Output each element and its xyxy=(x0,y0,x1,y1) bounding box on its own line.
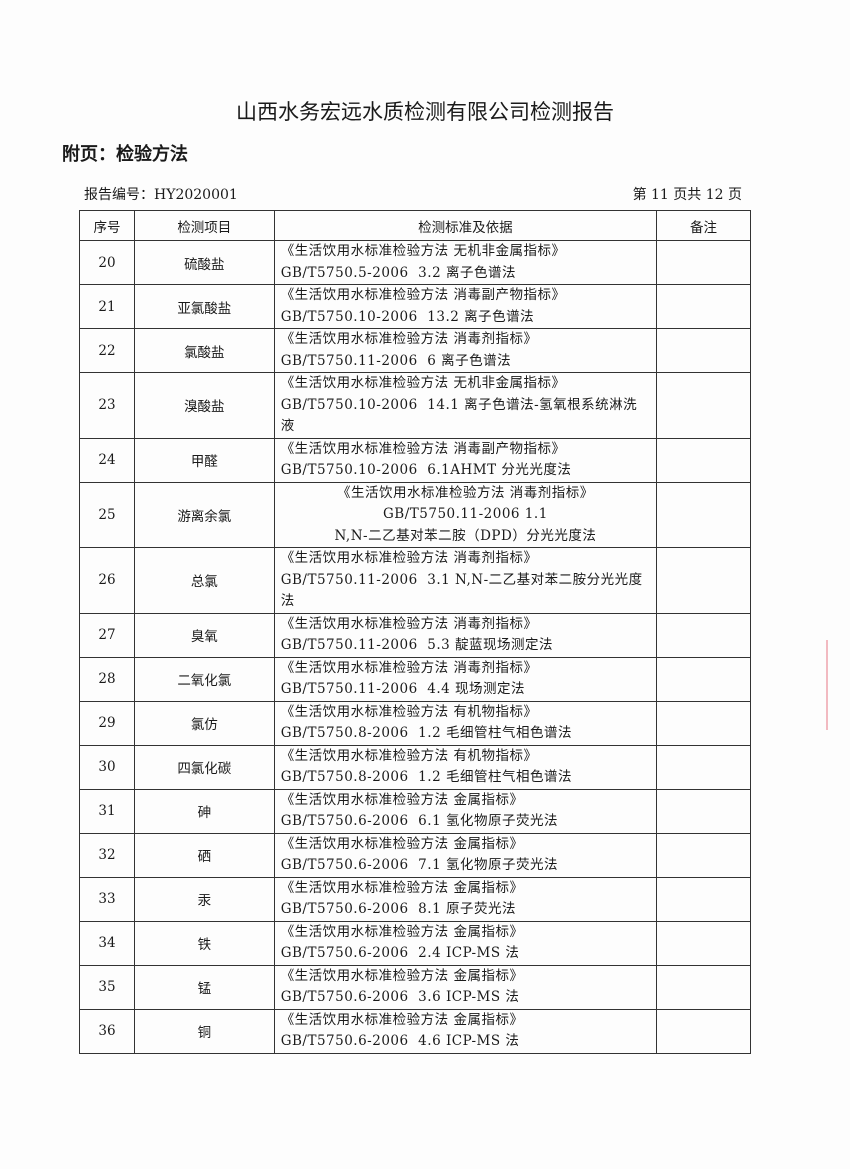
table-row: 34 铁《生活饮用水标准检验方法 金属指标》 GB/T5750.6-2006 2.… xyxy=(79,920,751,966)
table-row: 30 四氯化碳 《生活饮用水标准检验方法 有机物指标》 GB/T5750.8-200… xyxy=(79,744,751,790)
row-method: 《生活饮用水标准检验方法 消毒副产物指标》 GB/T5750.10-2006 6… xyxy=(273,437,658,483)
row-number: 25 xyxy=(79,481,135,548)
row-method: 《生活饮用水标准检验方法 有机物指标》 GB/T5750.8-2006 1.2 … xyxy=(273,744,658,790)
row-item: 硒 xyxy=(133,832,275,878)
row-item: 氯酸盐 xyxy=(133,328,275,373)
row-method: 《生活饮用水标准检验方法 金属指标》 GB/T5750.6-2006 7.1 氢… xyxy=(273,832,658,878)
row-item: 臭氧 xyxy=(133,612,275,658)
row-number: 34 xyxy=(79,920,135,966)
header-no: 序号 xyxy=(79,210,135,241)
row-note xyxy=(656,328,751,373)
row-method: 《生活饮用水标准检验方法 消毒剂指标》 GB/T5750.11-2006 1.1… xyxy=(273,481,658,548)
row-method: 《生活饮用水标准检验方法 金属指标》 GB/T5750.6-2006 4.6 I… xyxy=(273,1008,658,1054)
row-item: 游离余氯 xyxy=(133,481,275,548)
header-item: 检测项目 xyxy=(133,210,275,241)
row-method: 《生活饮用水标准检验方法 无机非金属指标》 GB/T5750.5-2006 3.… xyxy=(273,240,658,285)
row-method: 《生活饮用水标准检验方法 消毒剂指标》 GB/T5750.11-2006 4.4… xyxy=(273,656,658,702)
row-method: 《生活饮用水标准检验方法 金属指标》 GB/T5750.6-2006 3.6 I… xyxy=(273,964,658,1010)
row-number: 32 xyxy=(79,832,135,878)
row-note xyxy=(656,372,751,439)
table-row: 36 铜《生活饮用水标准检验方法 金属指标》 GB/T5750.6-2006 4.… xyxy=(79,1008,751,1054)
row-method: 《生活饮用水标准检验方法 消毒副产物指标》 GB/T5750.10-2006 1… xyxy=(273,284,658,329)
table-row: 35 锰《生活饮用水标准检验方法 金属指标》 GB/T5750.6-2006 3.… xyxy=(79,964,751,1010)
table-row: 22 氯酸盐 《生活饮用水标准检验方法 消毒剂指标》 GB/T5750.11-200… xyxy=(79,328,751,373)
row-item: 汞 xyxy=(133,876,275,922)
row-number: 21 xyxy=(79,284,135,329)
row-item: 硫酸盐 xyxy=(133,240,275,285)
table-row: 33 汞《生活饮用水标准检验方法 金属指标》 GB/T5750.6-2006 8.… xyxy=(79,876,751,922)
row-item: 铁 xyxy=(133,920,275,966)
row-note xyxy=(656,284,751,329)
row-number: 28 xyxy=(79,656,135,702)
row-number: 30 xyxy=(79,744,135,790)
row-note xyxy=(656,547,751,614)
table-row: 21 亚氯酸盐 《生活饮用水标准检验方法 消毒副产物指标》 GB/T5750.10-… xyxy=(79,284,751,329)
methods-table: 序号 检测项目 检测标准及依据 备注 20 硫酸盐 《生活饮用水标准检验方法 无机非… xyxy=(79,210,751,1054)
header-method: 检测标准及依据 xyxy=(273,210,658,241)
row-number: 33 xyxy=(79,876,135,922)
row-number: 31 xyxy=(79,788,135,834)
table-row: 32 硒《生活饮用水标准检验方法 金属指标》 GB/T5750.6-2006 7.… xyxy=(79,832,751,878)
row-item: 二氧化氯 xyxy=(133,656,275,702)
row-note xyxy=(656,832,751,878)
table-row: 27 臭氧 《生活饮用水标准检验方法 消毒剂指标》 GB/T5750.11-2006… xyxy=(79,612,751,658)
row-number: 35 xyxy=(79,964,135,1010)
table-row: 20 硫酸盐 《生活饮用水标准检验方法 无机非金属指标》 GB/T5750.5-20… xyxy=(79,240,751,285)
row-method: 《生活饮用水标准检验方法 消毒剂指标》 GB/T5750.11-2006 6 离… xyxy=(273,328,658,373)
row-item: 锰 xyxy=(133,964,275,1010)
row-item: 砷 xyxy=(133,788,275,834)
row-number: 36 xyxy=(79,1008,135,1054)
row-number: 23 xyxy=(79,372,135,439)
table-row: 29 氯仿 《生活饮用水标准检验方法 有机物指标》 GB/T5750.8-2006 … xyxy=(79,700,751,746)
row-note xyxy=(656,788,751,834)
table-row: 23 溴酸盐 《生活饮用水标准检验方法 无机非金属指标》 GB/T5750.10-2… xyxy=(79,372,751,439)
row-method: 《生活饮用水标准检验方法 消毒剂指标》 GB/T5750.11-2006 5.3… xyxy=(273,612,658,658)
row-method: 《生活饮用水标准检验方法 无机非金属指标》 GB/T5750.10-2006 1… xyxy=(273,372,658,439)
row-item: 铜 xyxy=(133,1008,275,1054)
row-item: 氯仿 xyxy=(133,700,275,746)
report-title: 山西水务宏远水质检测有限公司检测报告 xyxy=(236,100,614,124)
table-row: 24 甲醛 《生活饮用水标准检验方法 消毒副产物指标》 GB/T5750.10-20… xyxy=(79,437,751,483)
row-number: 24 xyxy=(79,437,135,483)
row-item: 亚氯酸盐 xyxy=(133,284,275,329)
row-note xyxy=(656,700,751,746)
row-method: 《生活饮用水标准检验方法 金属指标》 GB/T5750.6-2006 6.1 氢… xyxy=(273,788,658,834)
appendix-subtitle: 附页：检验方法 xyxy=(62,144,188,165)
row-number: 27 xyxy=(79,612,135,658)
row-number: 29 xyxy=(79,700,135,746)
row-method: 《生活饮用水标准检验方法 消毒剂指标》 GB/T5750.11-2006 3.1… xyxy=(273,547,658,614)
row-item: 四氯化碳 xyxy=(133,744,275,790)
row-note xyxy=(656,1008,751,1054)
row-item: 甲醛 xyxy=(133,437,275,483)
header-note: 备注 xyxy=(656,210,751,241)
row-number: 20 xyxy=(79,240,135,285)
table-row: 25 游离余氯 《生活饮用水标准检验方法 消毒剂指标》 GB/T5750.11-20… xyxy=(79,481,751,548)
row-note xyxy=(656,744,751,790)
row-item: 总氯 xyxy=(133,547,275,614)
row-note xyxy=(656,612,751,658)
row-method: 《生活饮用水标准检验方法 有机物指标》 GB/T5750.8-2006 1.2 … xyxy=(273,700,658,746)
row-note xyxy=(656,437,751,483)
row-note xyxy=(656,920,751,966)
table-row: 28 二氧化氯 《生活饮用水标准检验方法 消毒剂指标》 GB/T5750.11-20… xyxy=(79,656,751,702)
row-item: 溴酸盐 xyxy=(133,372,275,439)
table-row: 31 砷《生活饮用水标准检验方法 金属指标》 GB/T5750.6-2006 6.… xyxy=(79,788,751,834)
row-method: 《生活饮用水标准检验方法 金属指标》 GB/T5750.6-2006 2.4 I… xyxy=(273,920,658,966)
row-note xyxy=(656,876,751,922)
row-method: 《生活饮用水标准检验方法 金属指标》 GB/T5750.6-2006 8.1 原… xyxy=(273,876,658,922)
report-number: 报告编号：HY2020001 xyxy=(84,187,238,203)
seal-mark xyxy=(808,640,828,730)
row-note xyxy=(656,964,751,1010)
table-row: 26 总氯 《生活饮用水标准检验方法 消毒剂指标》 GB/T5750.11-2006… xyxy=(79,547,751,614)
row-number: 22 xyxy=(79,328,135,373)
row-note xyxy=(656,240,751,285)
row-note xyxy=(656,656,751,702)
row-note xyxy=(656,481,751,548)
row-number: 26 xyxy=(79,547,135,614)
page-number: 第 11 页共 12 页 xyxy=(632,187,742,203)
